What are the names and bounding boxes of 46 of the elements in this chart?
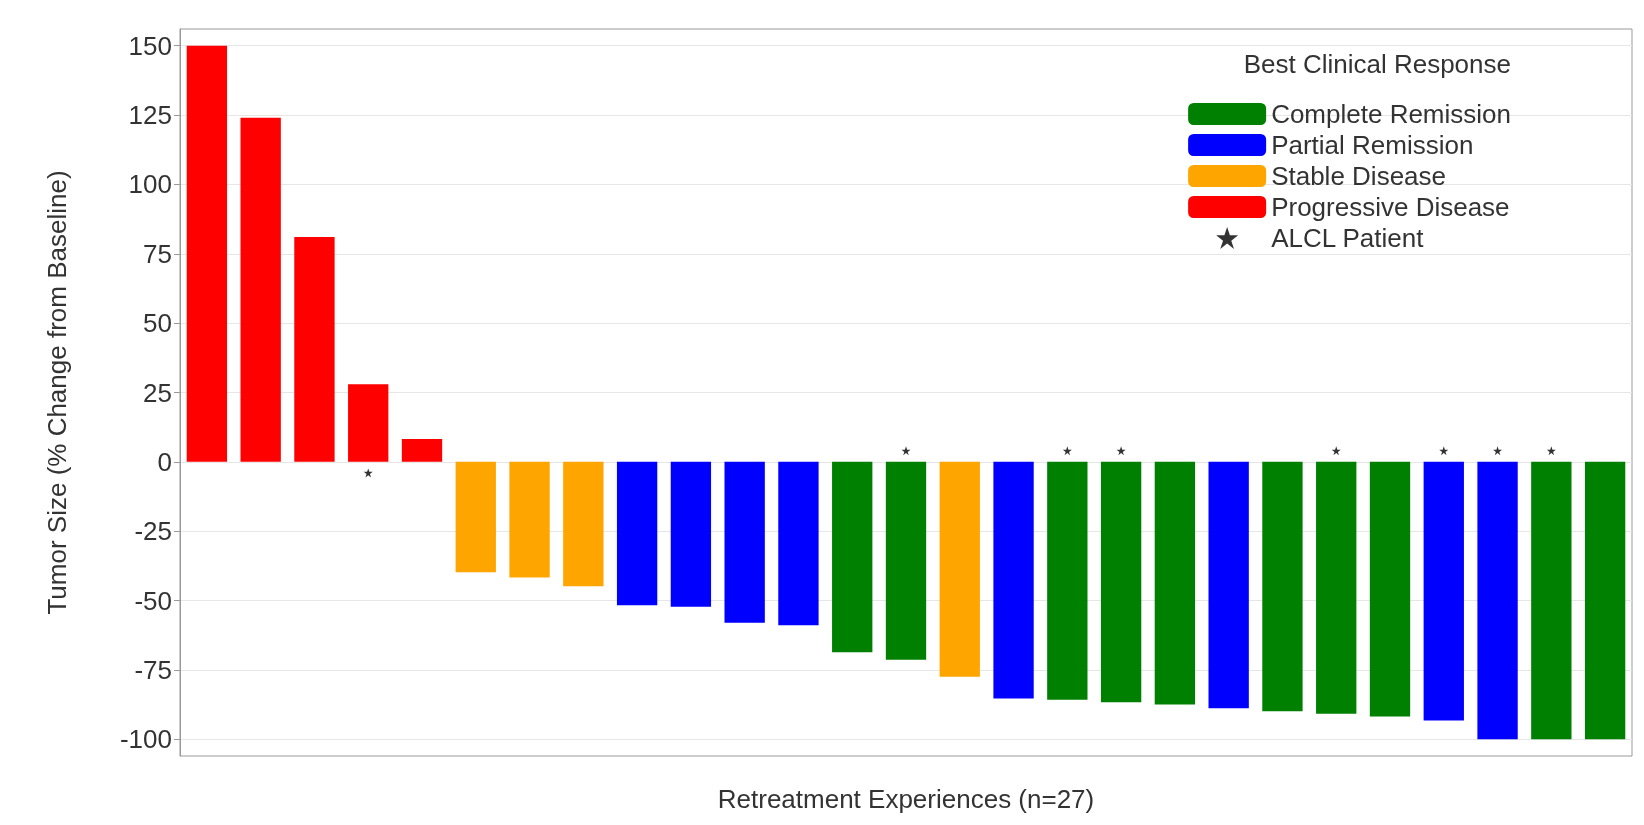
legend-label: ALCL Patient	[1271, 223, 1425, 253]
bar	[1047, 461, 1088, 700]
y-tick-label: -50	[134, 585, 172, 616]
bar	[885, 461, 927, 660]
bar	[1154, 461, 1196, 705]
y-tick-label: 125	[128, 100, 172, 131]
y-tick-label: 50	[143, 308, 172, 339]
bar	[240, 117, 281, 462]
bar	[1100, 461, 1142, 703]
bar	[509, 461, 550, 578]
y-tick-label: -25	[134, 516, 172, 547]
bar	[563, 461, 604, 587]
legend-label: Complete Remission	[1271, 99, 1512, 129]
bar	[1477, 461, 1518, 740]
legend-title: Best Clinical Response	[1243, 49, 1512, 79]
y-axis-title: Tumor Size (% Change from Baseline)	[42, 170, 72, 615]
y-tick-label: 150	[128, 30, 172, 61]
bar	[778, 461, 819, 626]
y-tick-label: 25	[143, 377, 172, 408]
bar	[1262, 461, 1303, 712]
y-tick-label: 0	[157, 446, 172, 477]
bar	[832, 461, 873, 653]
bar	[348, 384, 389, 462]
bar	[186, 45, 228, 462]
y-tick-label: -100	[119, 724, 172, 755]
bar	[993, 461, 1034, 699]
bar	[1208, 461, 1249, 709]
bar	[1584, 461, 1626, 740]
bar	[1369, 461, 1411, 717]
bar	[724, 461, 765, 623]
y-tick-label: 100	[128, 169, 172, 200]
legend-label: Progressive Disease	[1271, 192, 1510, 222]
bar	[455, 461, 496, 573]
bar	[401, 439, 443, 462]
bar	[1531, 461, 1572, 740]
x-axis-title: Retreatment Experiences (n=27)	[717, 784, 1095, 814]
bar	[294, 237, 335, 462]
y-tick-label: -75	[134, 654, 172, 685]
bar	[1316, 461, 1357, 714]
bar	[670, 461, 712, 607]
legend-label: Stable Disease	[1271, 161, 1447, 191]
bar	[1423, 461, 1464, 721]
bar	[939, 461, 980, 677]
bar	[616, 461, 658, 606]
legend-label: Partial Remission	[1271, 130, 1474, 160]
y-tick-label: 75	[143, 238, 172, 269]
